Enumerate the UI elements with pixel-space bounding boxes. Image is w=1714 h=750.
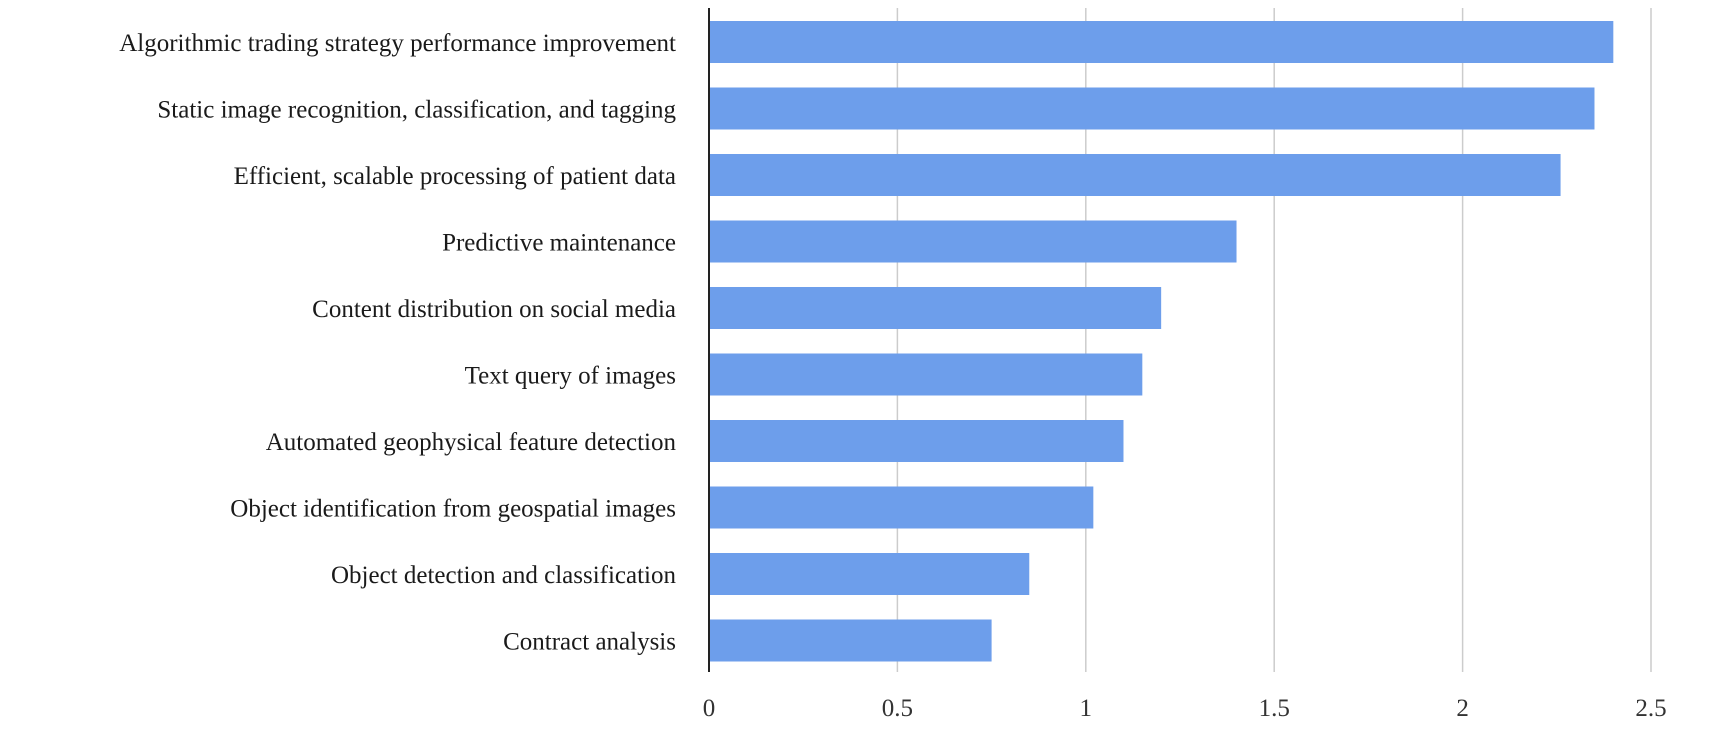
bar (709, 353, 1143, 396)
x-tick-label: 0.5 (882, 695, 913, 722)
bar (709, 287, 1162, 329)
bar (709, 21, 1614, 63)
x-tick-label: 2 (1456, 695, 1469, 722)
category-label: Algorithmic trading strategy performance… (119, 30, 676, 57)
category-labels: Algorithmic trading strategy performance… (119, 30, 676, 656)
bar (709, 619, 992, 662)
bar (709, 87, 1595, 130)
bar (709, 553, 1030, 595)
category-label: Predictive maintenance (442, 230, 676, 257)
bar (709, 154, 1561, 196)
x-tick-label: 0 (703, 695, 716, 722)
category-label: Static image recognition, classification… (157, 97, 676, 124)
category-label: Efficient, scalable processing of patien… (234, 163, 676, 190)
bar (709, 420, 1124, 462)
bar (709, 486, 1094, 529)
category-label: Contract analysis (503, 629, 676, 656)
category-label: Automated geophysical feature detection (266, 429, 677, 456)
x-tick-label: 2.5 (1635, 695, 1666, 722)
category-label: Object detection and classification (331, 562, 677, 589)
bar (709, 220, 1237, 263)
x-axis-tick-labels: 0 0.5 1 1.5 2 2.5 (703, 695, 1667, 722)
x-tick-label: 1.5 (1259, 695, 1290, 722)
category-label: Content distribution on social media (312, 296, 676, 323)
x-tick-label: 1 (1080, 695, 1093, 722)
category-label: Text query of images (465, 363, 676, 390)
category-label: Object identification from geospatial im… (230, 496, 676, 523)
bars (709, 21, 1614, 662)
